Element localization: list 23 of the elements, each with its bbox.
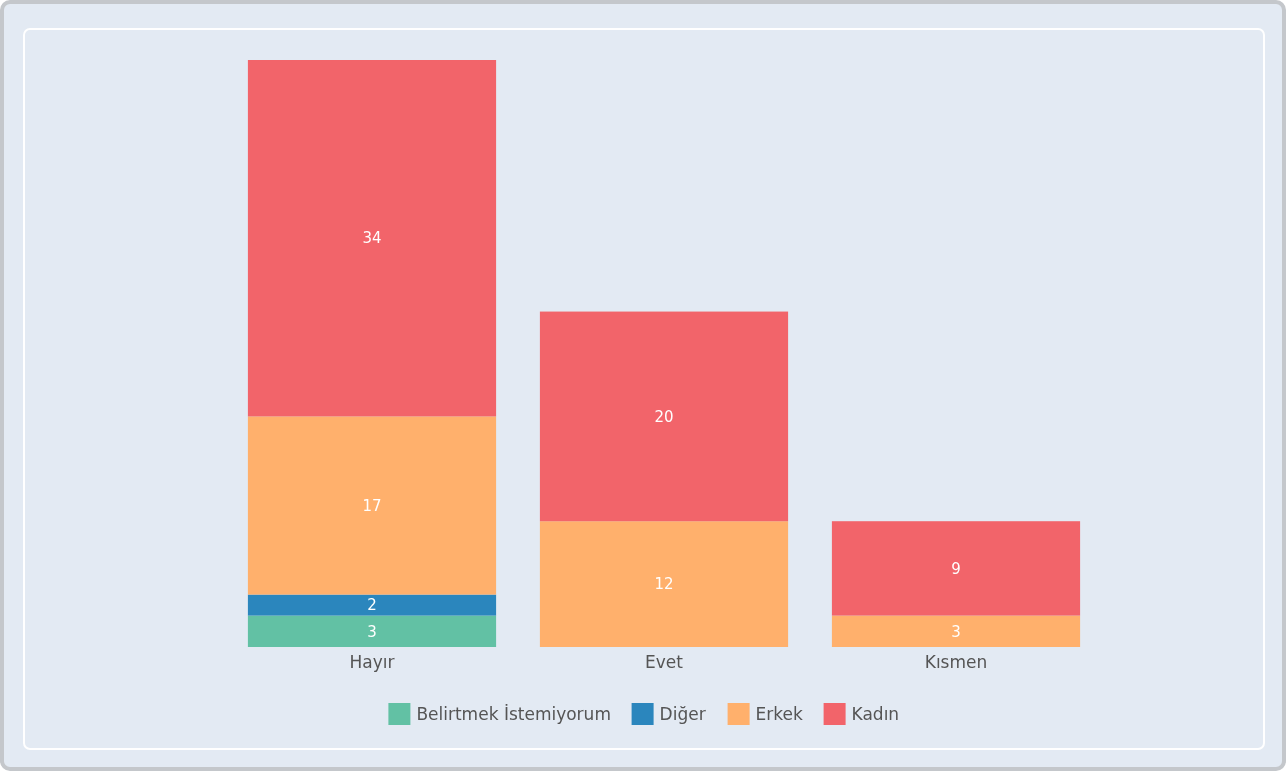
data-label: 17 (362, 496, 382, 515)
bar (247, 60, 497, 417)
data-label: 3 (367, 622, 377, 641)
bar (247, 615, 497, 647)
legend-label: Erkek (755, 703, 804, 724)
x-tick-label: Hayır (349, 652, 395, 672)
legend-label: Diğer (659, 703, 706, 724)
bar (831, 521, 1081, 616)
data-label: 3 (951, 622, 961, 641)
bar (247, 416, 497, 595)
data-label: 12 (654, 575, 674, 594)
data-label: 34 (362, 229, 382, 248)
x-tick-label: Evet (645, 652, 684, 672)
legend-label: Belirtmek İstemiyorum (416, 703, 611, 724)
bar (247, 594, 497, 616)
bar (539, 521, 789, 647)
data-label: 20 (654, 407, 674, 426)
bar (831, 615, 1081, 647)
data-label: 2 (367, 596, 377, 615)
data-label: 9 (951, 559, 961, 578)
legend-label: Kadın (851, 703, 900, 724)
bar (539, 311, 789, 522)
x-tick-label: Kısmen (924, 652, 988, 672)
